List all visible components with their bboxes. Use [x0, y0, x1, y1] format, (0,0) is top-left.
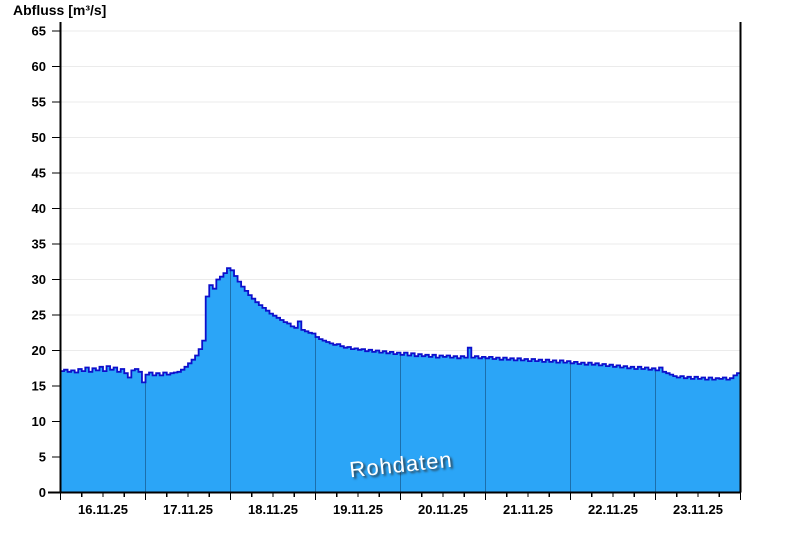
y-tick-label: 10 — [32, 414, 46, 429]
y-tick-label: 30 — [32, 272, 46, 287]
y-tick-label: 60 — [32, 59, 46, 74]
x-tick-label: 20.11.25 — [418, 502, 468, 517]
x-tick-label: 23.11.25 — [673, 502, 723, 517]
y-tick-label: 20 — [32, 343, 46, 358]
y-tick-label: 55 — [32, 95, 46, 110]
x-tick-label: 18.11.25 — [248, 502, 298, 517]
y-tick-label: 40 — [32, 201, 46, 216]
x-tick-label: 22.11.25 — [588, 502, 638, 517]
y-tick-label: 15 — [32, 379, 46, 394]
y-tick-label: 25 — [32, 308, 46, 323]
y-tick-label: 5 — [39, 450, 46, 465]
x-tick-label: 17.11.25 — [163, 502, 213, 517]
y-tick-label: 0 — [39, 485, 46, 500]
x-tick-label: 16.11.25 — [78, 502, 128, 517]
chart-title: Abfluss [m³/s] — [13, 2, 107, 18]
x-tick-label: 21.11.25 — [503, 502, 553, 517]
y-tick-label: 65 — [32, 24, 46, 39]
y-tick-label: 35 — [32, 237, 46, 252]
series-line — [60, 267, 742, 384]
y-tick-label: 50 — [32, 130, 46, 145]
x-tick-label: 19.11.25 — [333, 502, 383, 517]
y-tick-label: 45 — [32, 166, 46, 181]
